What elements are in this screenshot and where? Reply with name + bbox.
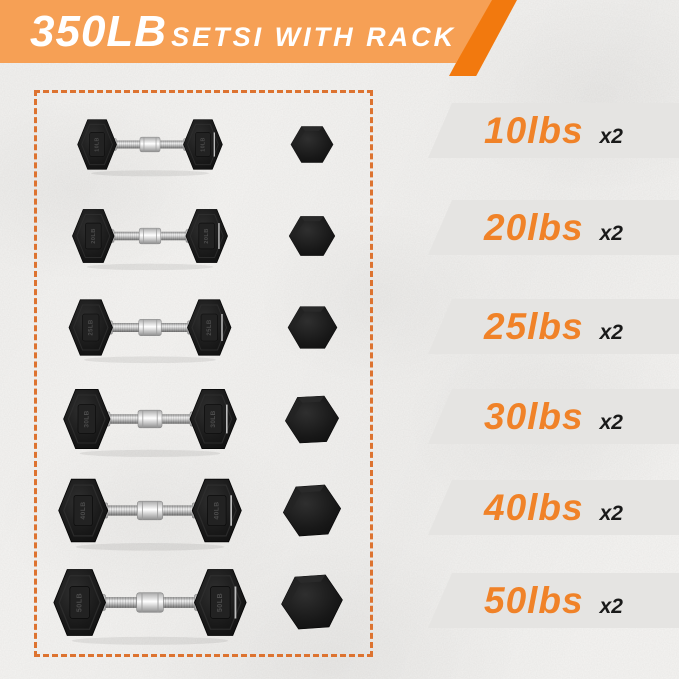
weight-label-band: 10lbs x2 — [428, 103, 679, 158]
weight-label-band: 50lbs x2 — [428, 573, 679, 628]
quantity-label: x2 — [599, 502, 623, 525]
weight-label-group: 40lbs x2 — [484, 489, 623, 526]
header-banner: 350LB SETSI WITH RACK — [0, 0, 492, 63]
weight-label: 25lbs — [484, 306, 584, 347]
weight-label-group: 20lbs x2 — [484, 209, 623, 246]
quantity-label: x2 — [599, 321, 623, 344]
weight-label-group: 30lbs x2 — [484, 398, 623, 435]
weight-label-band: 40lbs x2 — [428, 480, 679, 535]
quantity-label: x2 — [599, 595, 623, 618]
weight-label-group: 10lbs x2 — [484, 112, 623, 149]
weight-label: 50lbs — [484, 580, 584, 621]
weight-label: 20lbs — [484, 207, 584, 248]
weight-label-band: 20lbs x2 — [428, 200, 679, 255]
quantity-label: x2 — [599, 222, 623, 245]
header-subtitle: SETSI WITH RACK — [171, 21, 457, 52]
weight-label-group: 50lbs x2 — [484, 582, 623, 619]
weight-label-band: 25lbs x2 — [428, 299, 679, 354]
quantity-label: x2 — [599, 411, 623, 434]
weight-label: 40lbs — [484, 487, 584, 528]
weight-label-group: 25lbs x2 — [484, 308, 623, 345]
quantity-label: x2 — [599, 125, 623, 148]
header-title: 350LB SETSI WITH RACK — [30, 10, 456, 54]
weight-label: 10lbs — [484, 110, 584, 151]
weight-label: 30lbs — [484, 396, 584, 437]
weight-label-band: 30lbs x2 — [428, 389, 679, 444]
header-weight-total: 350LB — [30, 6, 168, 56]
